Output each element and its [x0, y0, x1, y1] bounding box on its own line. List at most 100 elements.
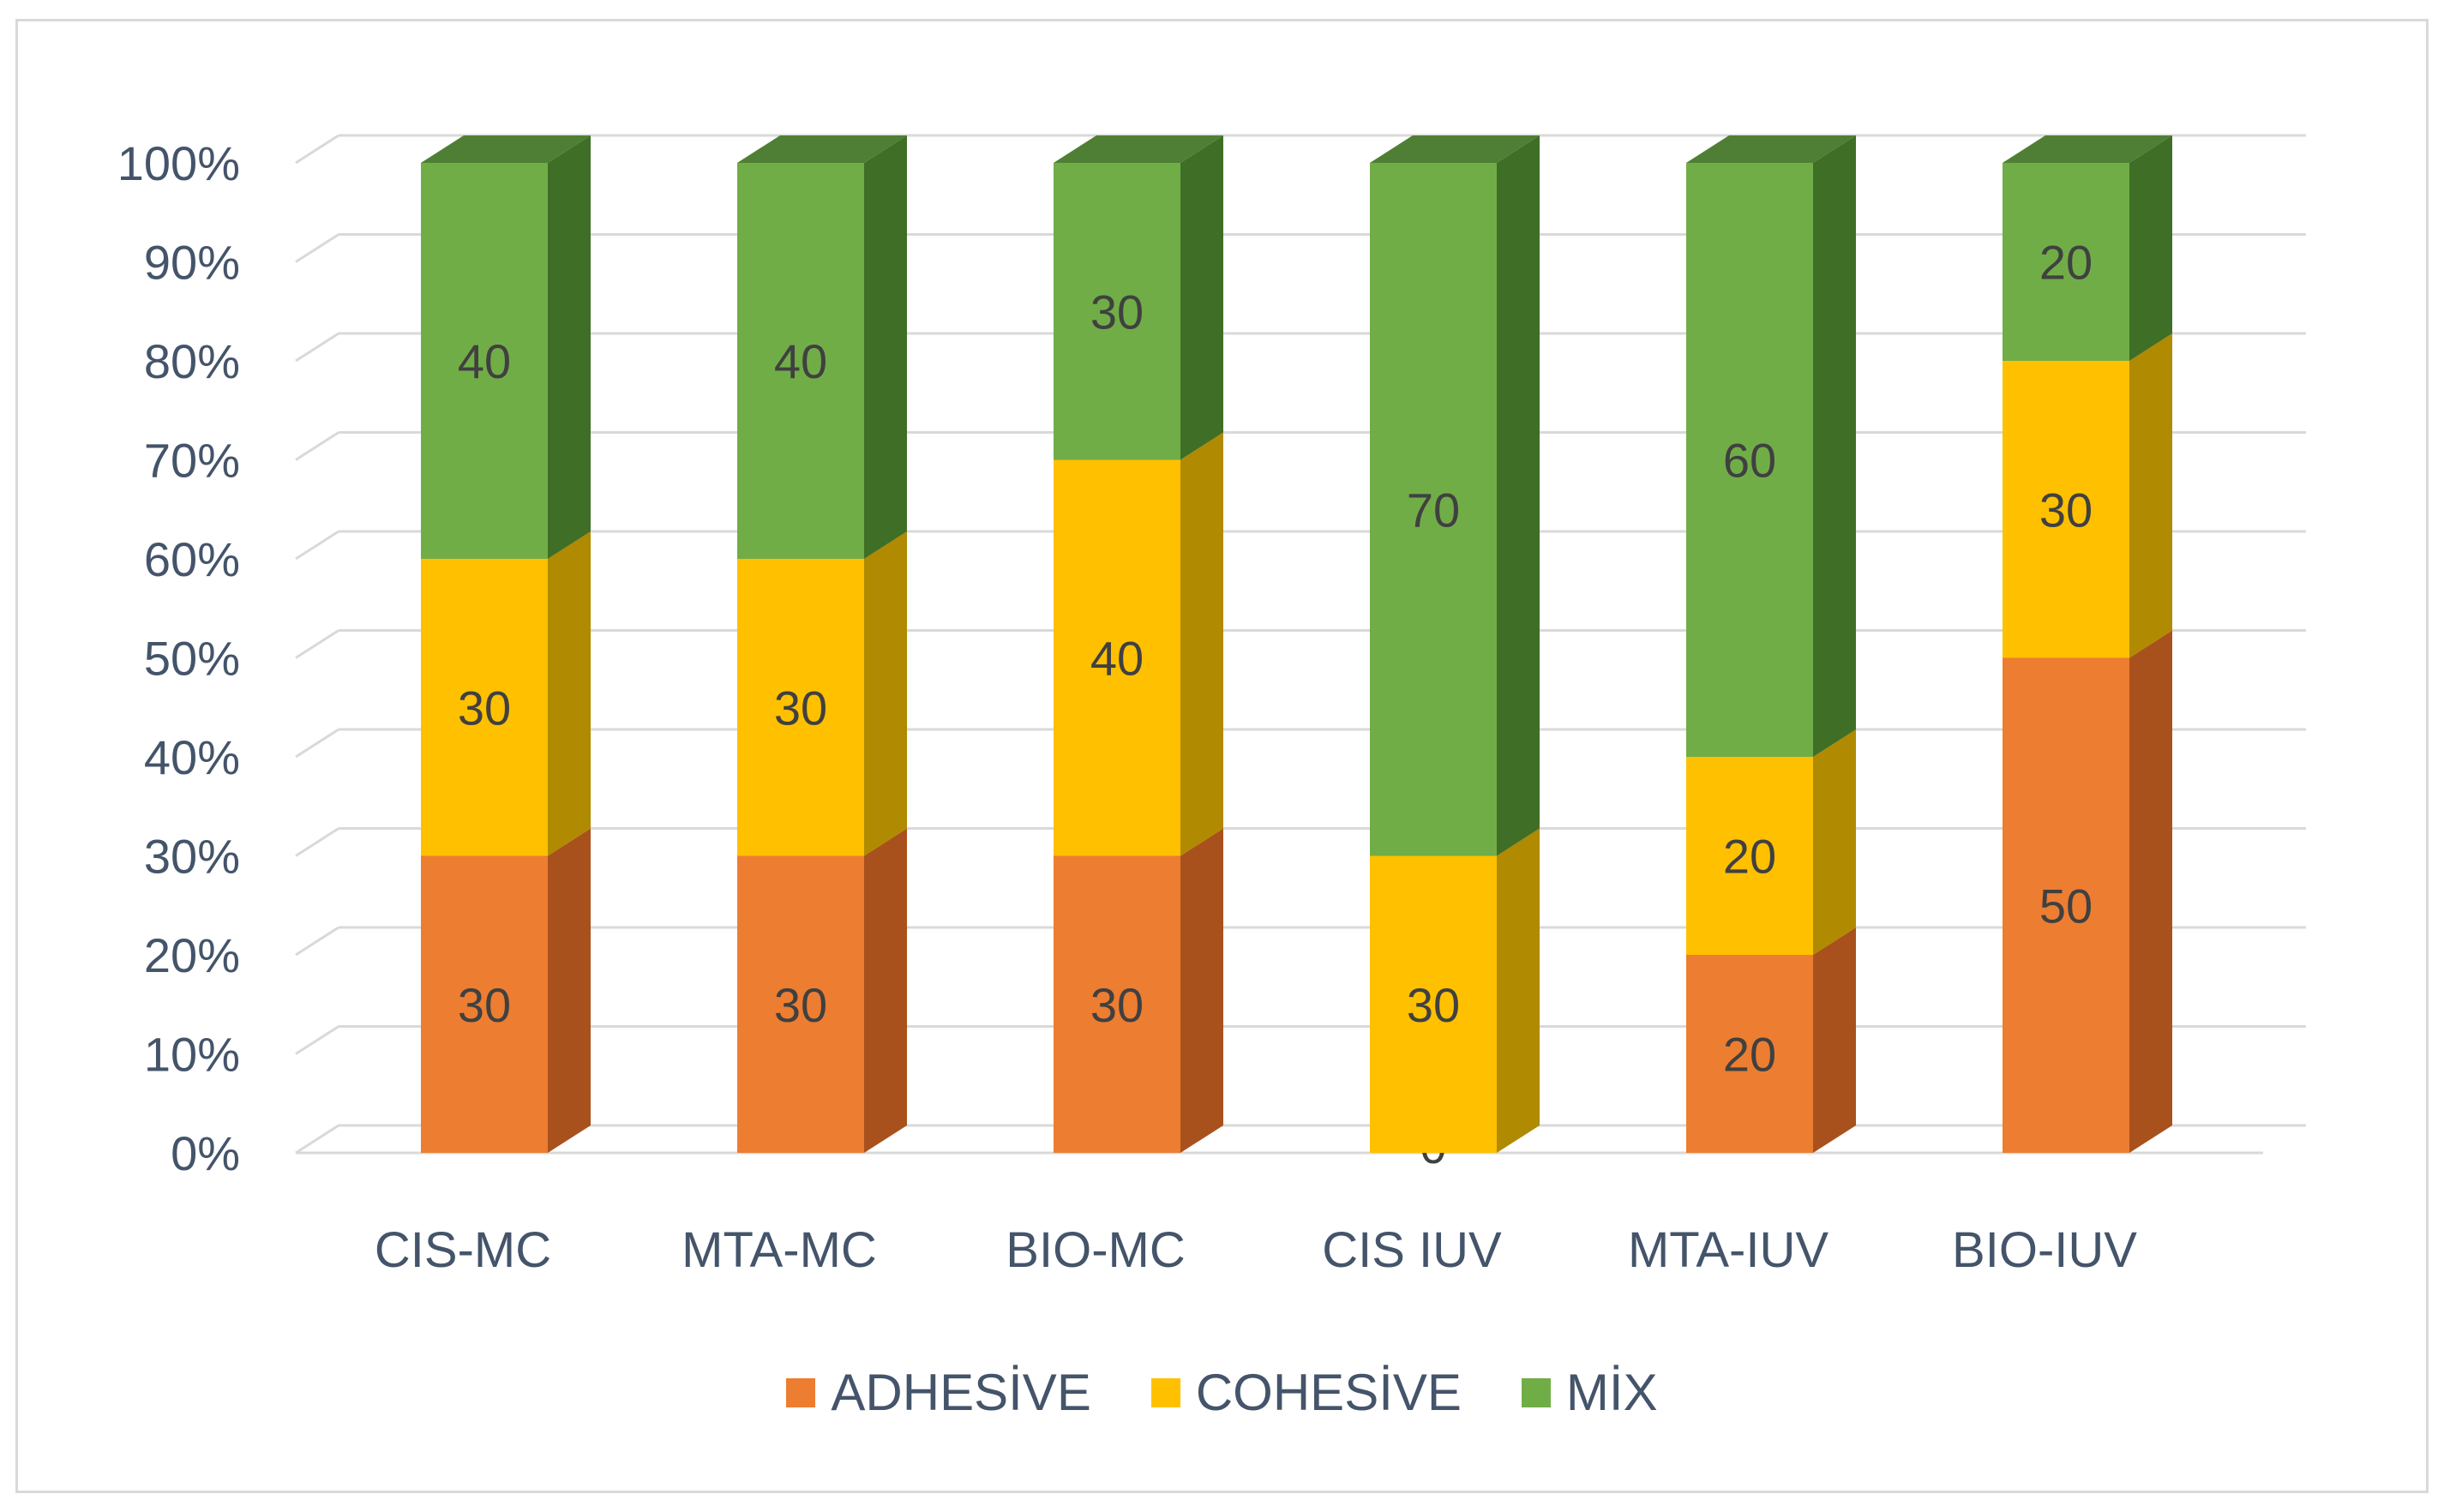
gridline-depth	[295, 431, 339, 461]
bar-top-face	[1686, 135, 1856, 163]
data-label: 20	[1723, 830, 1776, 884]
data-label: 30	[458, 978, 511, 1032]
bar-top-face	[1054, 135, 1223, 163]
bar-segment-side	[2129, 135, 2172, 361]
y-tick-label: 50%	[144, 632, 240, 686]
bar-segment-front	[1054, 855, 1180, 1153]
gridline-depth	[295, 332, 339, 363]
bar-segment-side	[548, 531, 591, 856]
y-axis: 0% 10% 20% 30% 40% 50% 60% 70% 80% 90% 100%	[117, 136, 240, 1180]
bar-segment-side	[1180, 828, 1223, 1153]
gridlines	[295, 134, 2306, 1155]
legend-label: MİX	[1565, 1364, 1658, 1421]
data-label: 70	[1407, 483, 1460, 537]
bar-segment-front	[737, 163, 864, 559]
x-tick-label: MTA-MC	[682, 1222, 877, 1278]
gridline-depth	[295, 827, 339, 857]
data-label: 30	[1090, 285, 1144, 339]
data-label: 30	[458, 681, 511, 735]
bar-segment-front	[2003, 361, 2129, 658]
bar-segment-side	[1813, 927, 1856, 1153]
bar-segment-front	[421, 855, 548, 1153]
legend-label: COHESİVE	[1195, 1364, 1462, 1421]
bar-segment-front	[737, 559, 864, 856]
bar-top-face	[737, 135, 907, 163]
x-tick-label: BIO-IUV	[1952, 1222, 2137, 1278]
bar-segment-side	[864, 135, 907, 559]
data-label: 60	[1723, 434, 1776, 488]
legend-swatch	[1150, 1377, 1180, 1407]
bar-top-face	[1370, 135, 1540, 163]
bar-segment-front	[1054, 459, 1180, 856]
bar-segment-side	[1180, 135, 1223, 460]
bar-segment-front	[1686, 163, 1813, 757]
bar-segment-front	[1686, 955, 1813, 1153]
x-tick-label: BIO-MC	[1006, 1222, 1185, 1278]
data-label: 50	[2039, 879, 2093, 933]
bar-segment-side	[1813, 729, 1856, 955]
gridline-depth	[295, 233, 339, 263]
y-tick-label: 80%	[144, 334, 240, 388]
x-tick-label: MTA-IUV	[1628, 1222, 1828, 1278]
legend-item: MİX	[1521, 1363, 1658, 1422]
y-tick-label: 0%	[171, 1126, 240, 1180]
data-label: 40	[774, 334, 827, 388]
data-label: 40	[1090, 632, 1144, 686]
bar-cis-mc: 30 30 40	[421, 135, 591, 1153]
bar-segment-front	[2003, 657, 2129, 1153]
legend-swatch	[786, 1377, 816, 1407]
bar-segment-front	[421, 559, 548, 856]
bar-segment-side	[2129, 630, 2172, 1153]
bar-segment-side	[864, 828, 907, 1153]
bar-segment-front	[737, 855, 864, 1153]
legend-item: COHESİVE	[1150, 1363, 1462, 1422]
bar-segment-side	[1180, 432, 1223, 856]
gridline-depth	[295, 1124, 339, 1155]
x-tick-label: CIS-MC	[375, 1222, 551, 1278]
gridline-depth	[295, 728, 339, 759]
bar-mta-iuv: 20 20 60	[1686, 135, 1856, 1153]
y-tick-label: 30%	[144, 830, 240, 884]
bar-segment-front	[1370, 163, 1497, 856]
bar-segment-side	[1813, 135, 1856, 757]
data-label: 20	[1723, 1028, 1776, 1082]
y-tick-label: 70%	[144, 434, 240, 488]
gridline-depth	[295, 926, 339, 957]
y-tick-label: 90%	[144, 236, 240, 290]
bar-segment-front	[1054, 163, 1180, 460]
bar-bio-iuv: 50 30 20	[2003, 135, 2172, 1153]
y-tick-label: 100%	[117, 136, 240, 190]
bar-top-face	[421, 135, 591, 163]
data-label: 30	[1407, 978, 1460, 1032]
data-label: 20	[2039, 236, 2093, 290]
bar-mta-mc: 30 30 40	[737, 135, 907, 1153]
bar-segment-front	[421, 163, 548, 559]
bar-segment-side	[548, 135, 591, 559]
y-tick-label: 10%	[144, 1028, 240, 1082]
data-label: 30	[1090, 978, 1144, 1032]
legend-swatch	[1521, 1377, 1551, 1407]
legend: ADHESİVE COHESİVE MİX	[0, 1363, 2444, 1422]
data-label: 30	[774, 978, 827, 1032]
data-label: 40	[458, 334, 511, 388]
bar-segment-side	[1497, 828, 1540, 1153]
bars: 30304030304030403003070202060503020	[421, 135, 2172, 1173]
gridline-depth	[295, 134, 339, 165]
bar-segment-front	[2003, 163, 2129, 361]
bar-bio-mc: 30 40 30	[1054, 135, 1223, 1153]
legend-item: ADHESİVE	[786, 1363, 1091, 1422]
bar-segment-side	[1497, 135, 1540, 856]
y-tick-label: 20%	[144, 928, 240, 982]
y-tick-label: 40%	[144, 730, 240, 784]
bar-segment-side	[548, 828, 591, 1153]
bar-segment-front	[1686, 757, 1813, 955]
x-axis: CIS-MC MTA-MC BIO-MC CIS IUV MTA-IUV BIO-IUV	[375, 1222, 2137, 1278]
bar-segment-front	[1370, 855, 1497, 1153]
gridline-depth	[295, 1025, 339, 1055]
bar-segment-side	[2129, 333, 2172, 658]
x-tick-label: CIS IUV	[1322, 1222, 1502, 1278]
gridline-depth	[295, 530, 339, 561]
y-tick-label: 60%	[144, 532, 240, 586]
